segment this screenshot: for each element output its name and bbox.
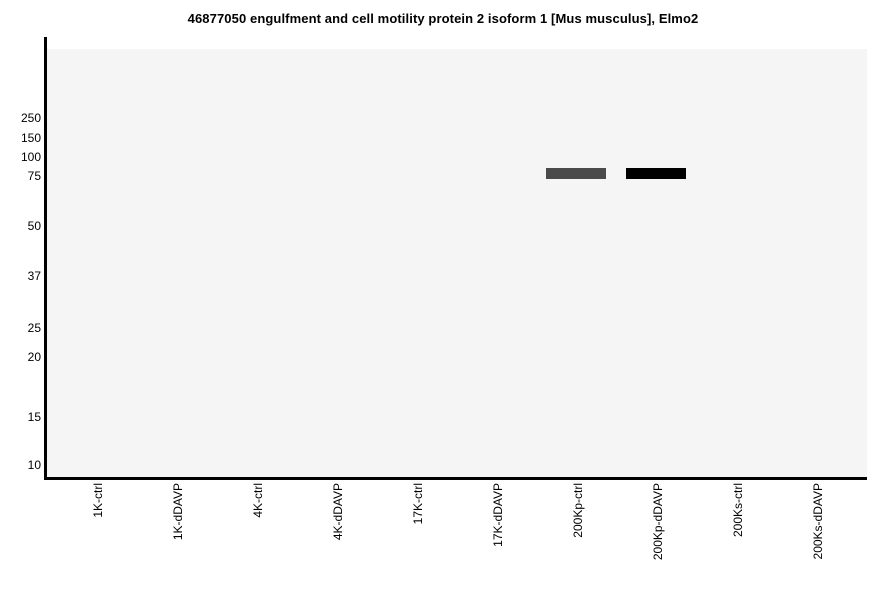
x-lane-label: 200Kp-dDAVP: [651, 483, 665, 561]
y-tick-label: 150: [20, 131, 41, 145]
y-tick-label: 15: [27, 410, 41, 424]
y-tick-label: 100: [20, 150, 41, 164]
x-lane-label: 17K-ctrl: [411, 483, 425, 525]
y-tick-label: 250: [20, 111, 41, 125]
y-tick-label: 50: [27, 219, 41, 233]
protein-band: [546, 168, 606, 179]
protein-band: [626, 168, 686, 179]
x-lane-label: 17K-dDAVP: [491, 483, 505, 547]
plot-area: [47, 49, 867, 477]
y-tick-label: 10: [27, 458, 41, 472]
x-lane-label: 4K-dDAVP: [331, 483, 345, 541]
y-tick-label: 25: [27, 321, 41, 335]
x-axis-line: [44, 477, 867, 480]
y-axis-line: [44, 37, 47, 480]
y-tick-label: 37: [27, 269, 41, 283]
y-tick-label: 20: [27, 350, 41, 364]
x-lane-label: 1K-ctrl: [91, 483, 105, 518]
chart-title: 46877050 engulfment and cell motility pr…: [187, 11, 699, 26]
x-lane-label: 200Kp-ctrl: [571, 483, 585, 538]
y-tick-label: 75: [27, 169, 41, 183]
x-lane-label: 4K-ctrl: [251, 483, 265, 518]
x-lane-label: 200Ks-dDAVP: [811, 483, 825, 560]
x-lane-label: 200Ks-ctrl: [731, 483, 745, 538]
x-lane-label: 1K-dDAVP: [171, 483, 185, 541]
